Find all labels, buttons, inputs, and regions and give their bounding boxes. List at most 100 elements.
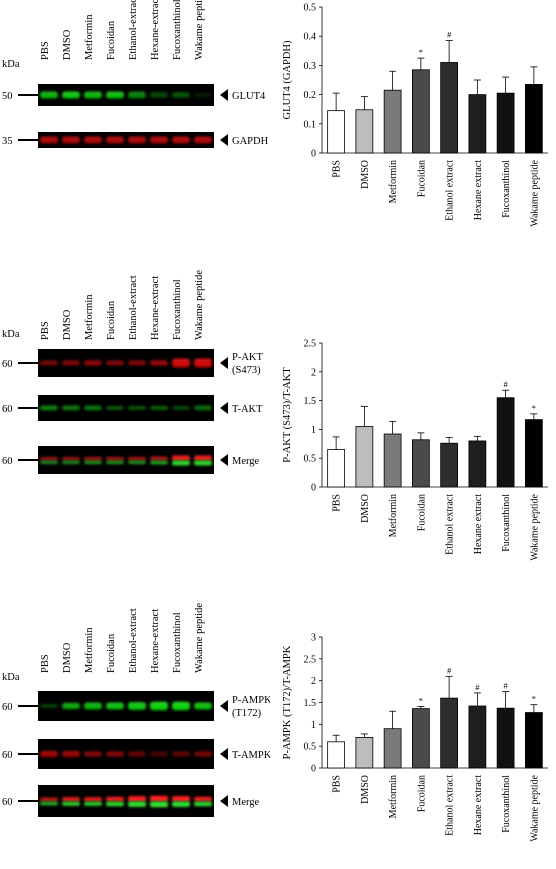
arrow-icon [220, 402, 228, 414]
blot-band [194, 455, 212, 461]
blot-band [62, 360, 80, 366]
blot-label-t-akt: T-AKT [232, 404, 263, 415]
blot-band [194, 751, 212, 757]
blot-band [40, 91, 58, 99]
bar-fucoxanthinol [496, 397, 515, 488]
y-tick-label: 0.5 [304, 742, 317, 753]
blot-label-t172: (T172) [232, 708, 262, 719]
blot-band [172, 796, 190, 802]
blot-strip [38, 132, 214, 148]
y-tick-label: 0.2 [304, 90, 317, 101]
y-tick-label: 1.5 [304, 396, 317, 407]
blot-band [194, 358, 212, 368]
arrow-icon [220, 700, 228, 712]
blot-band [106, 360, 124, 366]
blot-band [194, 796, 212, 802]
lane-label-ethanol-extract: Ethanol-extract [128, 275, 139, 340]
blot-band [84, 702, 102, 710]
lane-label-fucoidan: Fucoidan [106, 20, 117, 60]
bar-hexane-extract [468, 705, 487, 769]
lane-label-fucoidan: Fucoidan [106, 300, 117, 340]
bar-fucoxanthinol [496, 707, 515, 769]
blot-band [150, 360, 168, 366]
western-blot-akt: PBS DMSO Metformin Fucoidan Ethanol-extract H… [2, 270, 264, 474]
x-tick-label-fucoidan: Fucoidan [416, 160, 427, 197]
x-tick-label-fucoidan: Fucoidan [416, 775, 427, 812]
y-axis-label: P-AKT (S473)/T-AKT [282, 367, 293, 463]
x-tick-label-metformin: Metformin [388, 160, 399, 203]
blot-band [62, 136, 80, 144]
blot-label-t-ampk: T-AMPK [232, 750, 270, 761]
lane-label-metformin: Metformin [84, 14, 95, 60]
bar-wakame-peptide [524, 83, 543, 154]
lane-label-hexane-extract: Hexane-extract [150, 0, 161, 60]
lane-label-pbs: PBS [40, 41, 51, 60]
blot-band [150, 136, 168, 144]
bar-pbs [327, 449, 346, 488]
y-axis-label: P-AMPK (T172)/T-AMPK [282, 645, 293, 759]
blot-band [128, 702, 146, 710]
lane-label-pbs: PBS [40, 321, 51, 340]
blot-band [128, 460, 146, 465]
y-tick-label: 0 [311, 483, 316, 494]
blot-band [128, 405, 146, 411]
blot-band [150, 456, 168, 461]
blot-band [62, 91, 80, 99]
x-tick-label-dmso: DMSO [360, 494, 371, 523]
blot-band [40, 797, 58, 802]
blot-band [84, 405, 102, 411]
bar-pbs [327, 110, 346, 154]
blot-band [150, 405, 168, 411]
blot-band [84, 456, 102, 461]
y-tick-label: 0.1 [304, 119, 317, 130]
y-tick-label: 0.5 [304, 454, 317, 465]
y-axis-label: GLUT4 (GAPDH) [282, 40, 293, 120]
blot-band [62, 797, 80, 802]
x-tick-label-hexane-extract: Hexane extract [473, 775, 484, 835]
blot-band [84, 801, 102, 806]
blot-band [150, 795, 168, 802]
blot-band [40, 360, 58, 366]
blot-band [84, 751, 102, 757]
bar-metformin [383, 728, 402, 769]
kda-marker: 60 [2, 797, 13, 808]
blot-band [106, 405, 124, 411]
blot-band [172, 136, 190, 144]
arrow-icon [220, 454, 228, 466]
x-tick-label-dmso: DMSO [360, 775, 371, 804]
lane-label-fucoxanthinol: Fucoxanthinol [172, 0, 183, 60]
blot-band [172, 460, 190, 466]
y-tick-label: 2 [311, 367, 316, 378]
blot-band [172, 92, 190, 98]
blot-band [62, 405, 80, 411]
arrow-icon [220, 89, 228, 101]
blot-band [84, 460, 102, 465]
blot-strip [38, 84, 214, 106]
bar-wakame-peptide [524, 419, 543, 488]
blot-band [150, 751, 168, 757]
blot-band [150, 460, 168, 465]
y-tick-label: 0 [311, 149, 316, 160]
blot-band [106, 801, 124, 807]
x-tick-label-pbs: PBS [332, 160, 343, 178]
lane-label-dmso: DMSO [62, 309, 73, 340]
y-tick-label: 1 [311, 720, 316, 731]
kda-marker: 60 [2, 750, 13, 761]
blot-band [172, 801, 190, 807]
arrow-icon [220, 357, 228, 369]
significance-marker: # [504, 379, 509, 389]
blot-band [106, 136, 124, 144]
blot-band [128, 91, 146, 99]
x-tick-label-wakame-peptide: Wakame peptide [529, 493, 540, 560]
blot-band [128, 360, 146, 366]
y-tick-label: 2.5 [304, 339, 317, 350]
x-tick-label-ethanol-extract: Ethanol extract [445, 494, 456, 555]
y-tick-label: 1.5 [304, 698, 317, 709]
lane-label-pbs: PBS [40, 654, 51, 673]
blot-band [84, 360, 102, 366]
blot-band [62, 801, 80, 806]
lane-label-metformin: Metformin [84, 627, 95, 673]
blot-band [172, 358, 190, 368]
kda-marker: 60 [2, 702, 13, 713]
blot-band [172, 751, 190, 757]
